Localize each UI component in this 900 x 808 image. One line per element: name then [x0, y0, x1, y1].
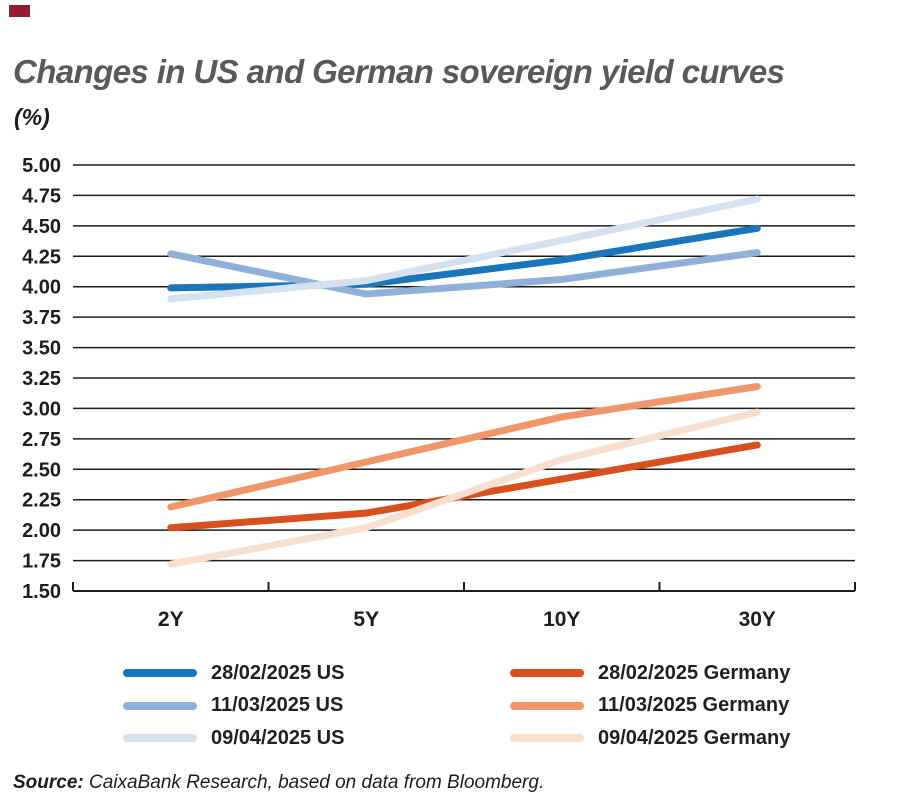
- section-marker: [9, 5, 30, 17]
- y-axis-tick-label: 4.50: [22, 216, 61, 238]
- chart-subtitle-units: (%): [14, 104, 50, 130]
- y-axis-tick-label: 5.00: [22, 155, 61, 177]
- legend-item: 11/03/2025 US: [123, 694, 510, 717]
- series-line-11-03-2025-germany: [167, 383, 761, 511]
- y-axis-tick-label: 2.00: [22, 520, 61, 542]
- x-axis-category-label: 30Y: [739, 608, 776, 631]
- legend-label: 11/03/2025 Germany: [598, 694, 790, 717]
- legend-item: 09/04/2025 Germany: [510, 727, 897, 750]
- legend-swatch: [123, 734, 197, 743]
- y-axis-tick-label: 3.50: [22, 338, 61, 360]
- chart-legend: 28/02/2025 US 11/03/2025 US 09/04/2025 US 2…: [123, 657, 897, 755]
- x-axis-category-label: 2Y: [158, 608, 184, 631]
- y-axis-tick-label: 4.25: [22, 246, 61, 268]
- y-axis-tick-label: 3.25: [22, 368, 61, 390]
- source-note: Source: CaixaBank Research, based on dat…: [13, 772, 544, 794]
- y-axis-tick-label: 3.75: [22, 307, 61, 329]
- legend-item: 09/04/2025 US: [123, 727, 510, 750]
- x-axis-category-label: 10Y: [543, 608, 580, 631]
- series-line-09-04-2025-us: [167, 195, 761, 303]
- y-axis-tick-label: 1.75: [22, 551, 61, 573]
- source-label: Source:: [13, 772, 84, 793]
- yield-curve-chart: 5.00 4.75 4.50 4.25 4.00 3.75 3.50 3.25 3.00 2.75…: [22, 155, 856, 631]
- y-axis-tick-label: 3.00: [22, 398, 61, 420]
- legend-label: 09/04/2025 US: [211, 726, 345, 749]
- legend-swatch: [123, 701, 197, 710]
- legend-swatch: [123, 669, 197, 678]
- y-axis-tick-label: 2.75: [22, 429, 61, 451]
- legend-item: 28/02/2025 Germany: [510, 662, 897, 685]
- series-line-11-03-2025-us: [167, 249, 761, 298]
- legend-swatch: [510, 734, 584, 743]
- legend-swatch: [510, 701, 584, 710]
- y-axis-tick-label: 1.50: [22, 581, 61, 603]
- legend-label: 28/02/2025 Germany: [598, 661, 791, 684]
- series-line-28-02-2025-us: [167, 224, 761, 292]
- legend-swatch: [510, 669, 584, 678]
- legend-item: 28/02/2025 US: [123, 662, 510, 685]
- y-axis-tick-label: 4.00: [22, 277, 61, 299]
- chart-title: Changes in US and German sovereign yield…: [13, 53, 785, 90]
- legend-label: 11/03/2025 US: [211, 694, 344, 717]
- source-text: CaixaBank Research, based on data from B…: [83, 772, 545, 793]
- series-line-09-04-2025-germany: [167, 408, 761, 568]
- legend-label: 28/02/2025 US: [211, 661, 345, 684]
- y-axis-tick-label: 2.25: [22, 490, 61, 512]
- y-axis-tick-label: 2.50: [22, 459, 61, 481]
- y-axis-tick-label: 4.75: [22, 185, 61, 207]
- x-axis-category-label: 5Y: [353, 608, 379, 631]
- legend-item: 11/03/2025 Germany: [510, 694, 897, 717]
- legend-label: 09/04/2025 Germany: [598, 726, 791, 749]
